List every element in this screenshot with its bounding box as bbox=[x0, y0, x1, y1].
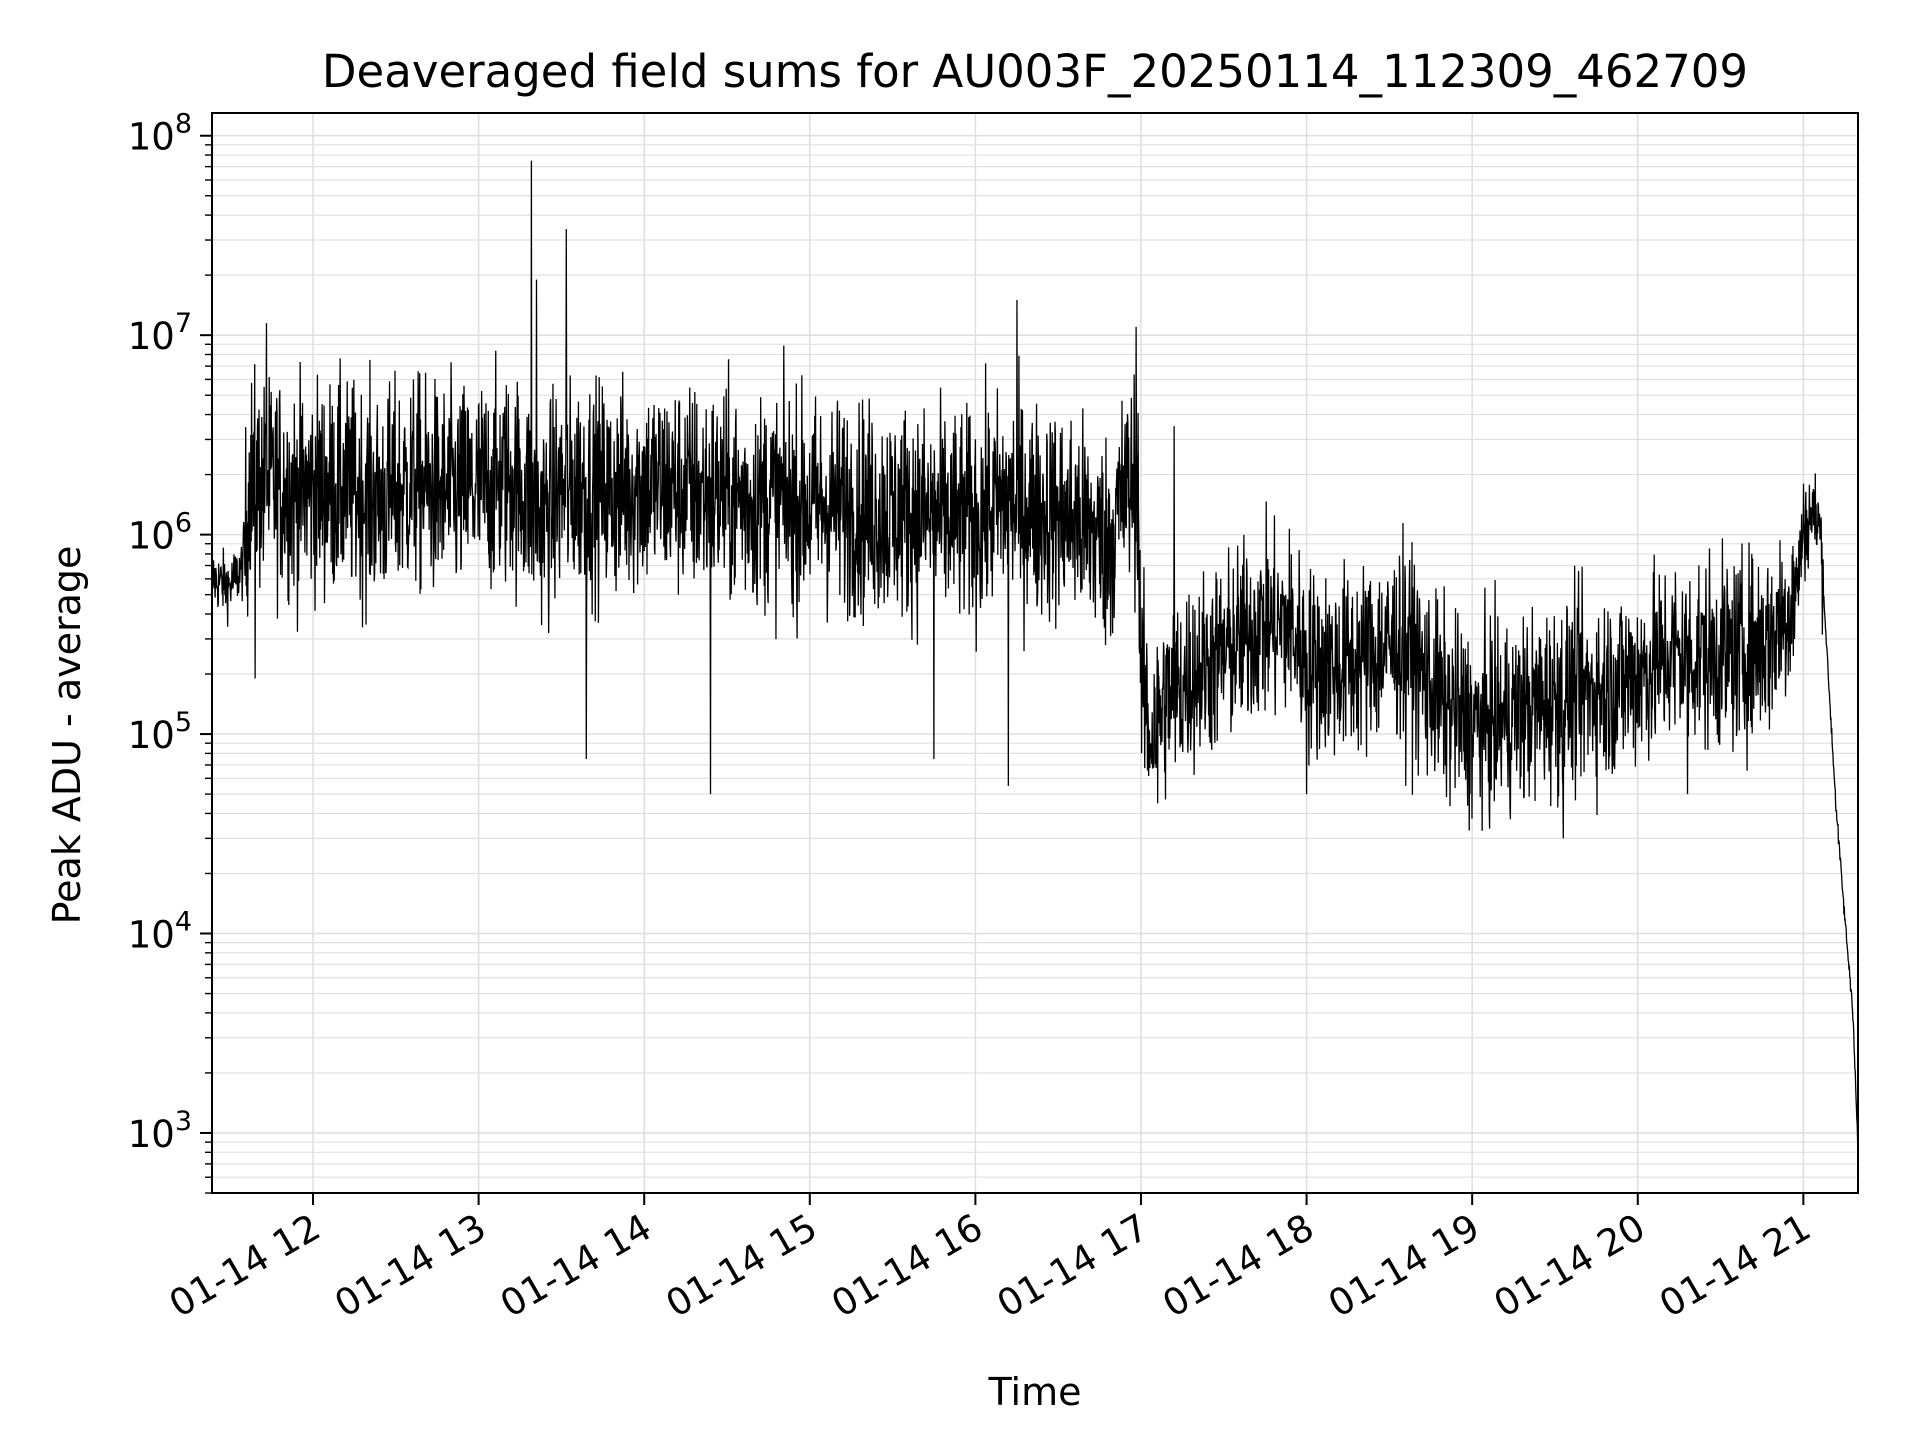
x-tick-label: 01-14 13 bbox=[328, 1206, 494, 1326]
x-tick-label: 01-14 12 bbox=[162, 1206, 328, 1326]
plot-frame bbox=[211, 112, 1859, 1194]
y-tick-label: 106 bbox=[128, 508, 192, 558]
data-layer bbox=[211, 160, 1859, 1150]
x-tick-label: 01-14 21 bbox=[1652, 1206, 1818, 1326]
y-tick-label: 107 bbox=[128, 308, 192, 358]
x-tick-label: 01-14 16 bbox=[824, 1206, 990, 1326]
x-axis-label: Time bbox=[988, 1370, 1082, 1414]
x-tick-label: 01-14 15 bbox=[659, 1206, 825, 1326]
x-tick-label: 01-14 17 bbox=[990, 1206, 1156, 1326]
y-tick-label: 105 bbox=[128, 707, 192, 757]
x-tick-label: 01-14 19 bbox=[1321, 1206, 1487, 1326]
y-axis-label: Peak ADU - average bbox=[45, 546, 89, 925]
x-tick-label: 01-14 18 bbox=[1156, 1206, 1322, 1326]
y-tick-label: 103 bbox=[128, 1106, 192, 1156]
x-tick-label: 01-14 14 bbox=[493, 1206, 659, 1326]
chart-title: Deaveraged field sums for AU003F_2025011… bbox=[322, 45, 1748, 98]
x-tick-label: 01-14 20 bbox=[1487, 1206, 1653, 1326]
y-tick-label: 108 bbox=[128, 109, 192, 159]
y-tick-label: 104 bbox=[128, 907, 192, 957]
series-line bbox=[211, 160, 1859, 1150]
